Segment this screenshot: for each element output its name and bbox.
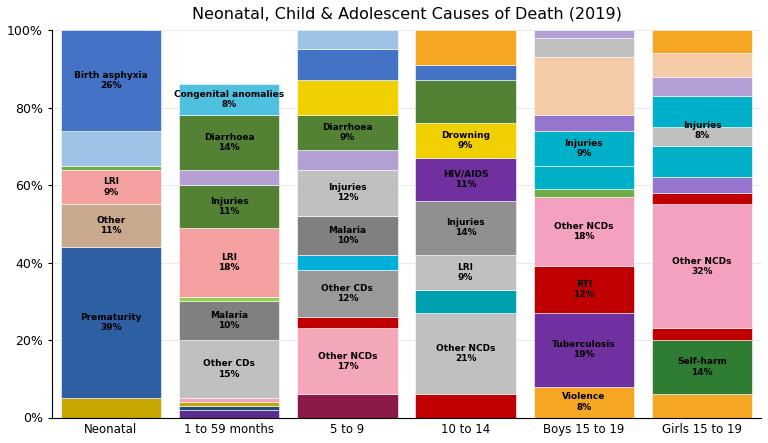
Bar bbox=[179, 398, 280, 402]
Text: Tuberculosis
19%: Tuberculosis 19% bbox=[552, 340, 616, 359]
Bar bbox=[179, 84, 280, 115]
Bar bbox=[61, 30, 161, 131]
Text: Injuries
14%: Injuries 14% bbox=[446, 218, 485, 237]
Text: Other CDs
15%: Other CDs 15% bbox=[204, 359, 255, 379]
Bar bbox=[534, 386, 634, 417]
Bar bbox=[297, 270, 398, 317]
Text: LRI
9%: LRI 9% bbox=[458, 263, 474, 282]
Bar bbox=[415, 255, 516, 290]
Bar bbox=[652, 127, 752, 146]
Text: Other NCDs
32%: Other NCDs 32% bbox=[672, 256, 732, 276]
Bar bbox=[534, 189, 634, 197]
Bar bbox=[297, 30, 398, 50]
Bar bbox=[534, 38, 634, 57]
Bar bbox=[61, 170, 161, 204]
Text: Injuries
9%: Injuries 9% bbox=[564, 139, 603, 158]
Text: Other CDs
12%: Other CDs 12% bbox=[322, 284, 373, 303]
Text: Other
11%: Other 11% bbox=[96, 216, 126, 235]
Bar bbox=[534, 131, 634, 166]
Text: Other NCDs
21%: Other NCDs 21% bbox=[435, 344, 495, 363]
Text: Violence
8%: Violence 8% bbox=[562, 392, 605, 412]
Bar bbox=[297, 170, 398, 216]
Text: Malaria
10%: Malaria 10% bbox=[210, 311, 248, 330]
Bar bbox=[61, 204, 161, 247]
Bar bbox=[415, 65, 516, 81]
Text: Injuries
12%: Injuries 12% bbox=[328, 183, 366, 202]
Text: Diarrhoea
9%: Diarrhoea 9% bbox=[322, 123, 372, 143]
Text: HIV/AIDS
11%: HIV/AIDS 11% bbox=[442, 170, 488, 189]
Bar bbox=[652, 177, 752, 193]
Bar bbox=[415, 158, 516, 201]
Bar bbox=[297, 328, 398, 394]
Bar bbox=[652, 96, 752, 127]
Text: Birth asphyxia
26%: Birth asphyxia 26% bbox=[74, 71, 147, 90]
Bar bbox=[297, 81, 398, 115]
Bar bbox=[61, 166, 161, 170]
Bar bbox=[179, 301, 280, 340]
Bar bbox=[297, 317, 398, 328]
Text: Malaria
10%: Malaria 10% bbox=[328, 225, 366, 245]
Text: Other NCDs
18%: Other NCDs 18% bbox=[554, 222, 614, 241]
Bar bbox=[61, 247, 161, 398]
Bar bbox=[415, 290, 516, 313]
Bar bbox=[179, 228, 280, 297]
Bar bbox=[297, 255, 398, 270]
Bar bbox=[534, 115, 634, 131]
Bar bbox=[652, 394, 752, 417]
Text: Drowning
9%: Drowning 9% bbox=[441, 131, 490, 150]
Bar bbox=[297, 394, 398, 417]
Bar bbox=[652, 77, 752, 96]
Bar bbox=[179, 340, 280, 398]
Text: LRI
9%: LRI 9% bbox=[103, 177, 119, 197]
Bar bbox=[415, 394, 516, 417]
Bar bbox=[415, 81, 516, 123]
Bar bbox=[179, 297, 280, 301]
Bar bbox=[652, 328, 752, 340]
Text: Other NCDs
17%: Other NCDs 17% bbox=[318, 352, 377, 371]
Bar bbox=[179, 402, 280, 406]
Bar bbox=[652, 146, 752, 177]
Text: Injuries
11%: Injuries 11% bbox=[210, 197, 249, 216]
Bar bbox=[534, 30, 634, 38]
Bar bbox=[534, 166, 634, 189]
Bar bbox=[61, 131, 161, 166]
Text: RTI
12%: RTI 12% bbox=[573, 280, 594, 299]
Bar bbox=[415, 201, 516, 255]
Bar bbox=[652, 30, 752, 53]
Text: LRI
18%: LRI 18% bbox=[218, 253, 240, 272]
Bar bbox=[534, 266, 634, 313]
Text: Self-harm
14%: Self-harm 14% bbox=[677, 358, 727, 377]
Bar bbox=[652, 53, 752, 77]
Bar bbox=[652, 204, 752, 328]
Bar bbox=[297, 50, 398, 81]
Text: Injuries
8%: Injuries 8% bbox=[683, 121, 721, 140]
Bar bbox=[179, 170, 280, 185]
Text: Diarrhoea
14%: Diarrhoea 14% bbox=[204, 133, 254, 152]
Bar bbox=[297, 115, 398, 150]
Bar bbox=[534, 57, 634, 115]
Bar bbox=[652, 340, 752, 394]
Bar bbox=[179, 115, 280, 170]
Bar bbox=[297, 150, 398, 170]
Bar bbox=[652, 193, 752, 204]
Text: Congenital anomalies
8%: Congenital anomalies 8% bbox=[174, 90, 284, 109]
Bar bbox=[61, 398, 161, 417]
Bar bbox=[179, 185, 280, 228]
Bar bbox=[415, 313, 516, 394]
Title: Neonatal, Child & Adolescent Causes of Death (2019): Neonatal, Child & Adolescent Causes of D… bbox=[191, 7, 621, 22]
Bar bbox=[297, 216, 398, 255]
Bar bbox=[534, 197, 634, 266]
Bar bbox=[415, 30, 516, 65]
Bar bbox=[179, 410, 280, 417]
Text: Prematurity
39%: Prematurity 39% bbox=[80, 313, 142, 332]
Bar bbox=[179, 406, 280, 410]
Bar bbox=[534, 313, 634, 386]
Bar bbox=[415, 123, 516, 158]
